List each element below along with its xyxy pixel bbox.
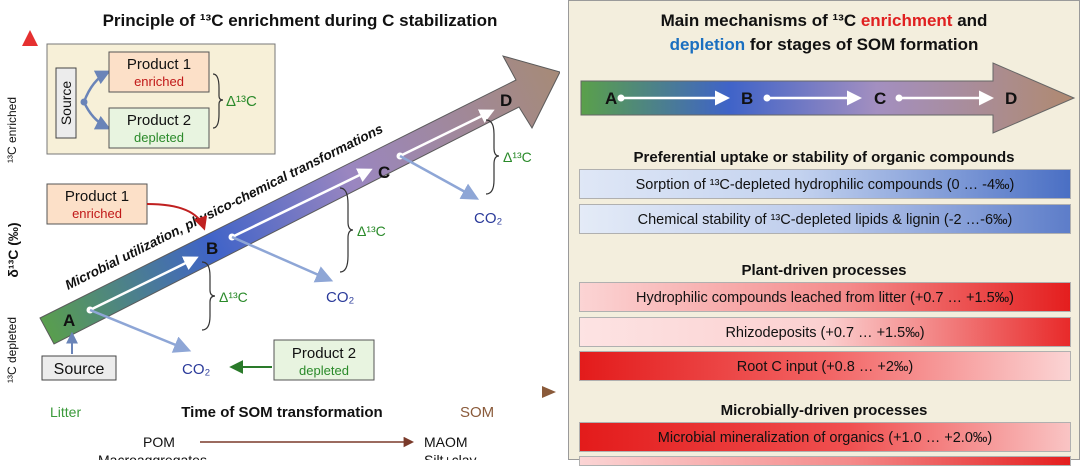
- stage-b-label: B: [206, 239, 218, 258]
- inset-arrow-up: [82, 70, 111, 103]
- y-axis-arrowhead: [22, 30, 38, 46]
- stages-arrow: A B C D: [580, 62, 1076, 134]
- section-heading-microbial: Microbially-driven processes: [720, 402, 928, 419]
- inset-source-label: Source: [58, 81, 74, 126]
- inset-product1-box: [108, 51, 210, 93]
- y-bottom-label: ¹³C depleted: [5, 317, 19, 383]
- inset-delta-label: Δ¹³C: [226, 93, 257, 110]
- co2-label-c: CO₂: [474, 210, 503, 227]
- mechanism-sorption: Sorption of ¹³C-depleted hydrophilic com…: [579, 169, 1071, 199]
- mechanism-cutoff-bar: [579, 456, 1071, 466]
- delta-label-c: Δ¹³C: [503, 149, 532, 165]
- left-title: Principle of ¹³C enrichment during C sta…: [103, 11, 498, 30]
- co2-arrow-b: [231, 235, 334, 283]
- stages-label-c: C: [874, 89, 886, 108]
- x-axis-arrowhead: [542, 386, 556, 398]
- brace-c: [485, 119, 500, 195]
- co2-arrow-a: [89, 308, 192, 353]
- section-heading-uptake: Preferential uptake or stability of orga…: [633, 149, 1015, 166]
- path-c-d: [399, 109, 495, 158]
- inset-product2-sub: depleted: [134, 130, 184, 145]
- path-a-b: [89, 256, 199, 312]
- pom-label: POM: [143, 434, 175, 450]
- inset-arrow-down: [82, 101, 111, 130]
- stages-dot-c: [895, 94, 903, 102]
- mechanism-microbial-mineralization: Microbial mineralization of organics (+1…: [579, 422, 1071, 452]
- title-part-stages: for stages of SOM formation: [745, 35, 979, 54]
- stages-label-a: A: [605, 89, 617, 108]
- co2-label-b: CO₂: [326, 289, 355, 306]
- x-left-label: Litter: [50, 404, 81, 420]
- title-part-main: Main mechanisms of ¹³C: [660, 11, 861, 30]
- section-heading-plant: Plant-driven processes: [741, 262, 907, 279]
- inset-product2-box: [108, 107, 210, 149]
- product1-sub: enriched: [72, 206, 122, 221]
- stage-d-label: D: [500, 91, 512, 110]
- source-label: Source: [54, 361, 105, 378]
- product1-arrow: [146, 203, 208, 231]
- stages-dot-b: [763, 94, 771, 102]
- mechanism-rhizodeposits: Rhizodeposits (+0.7 … +1.5‰): [579, 317, 1071, 347]
- source-box: [41, 355, 117, 381]
- stages-label-b: B: [741, 89, 753, 108]
- product1-box: [46, 183, 148, 225]
- co2-label-a: CO₂: [182, 361, 211, 378]
- y-axis-label: δ¹³C (‰): [5, 222, 21, 277]
- stages-dot-a: [617, 94, 625, 102]
- right-title-line1: Main mechanisms of ¹³C enrichment and: [569, 11, 1079, 31]
- product1-label: Product 1: [65, 188, 129, 205]
- product2-label: Product 2: [292, 345, 356, 362]
- product2-box: [273, 339, 375, 381]
- x-right-label: SOM: [460, 404, 494, 421]
- brace-a: [201, 261, 216, 331]
- stages-label-d: D: [1005, 89, 1017, 108]
- inset-brace: [212, 73, 224, 129]
- path-b-c: [231, 168, 373, 239]
- delta-label-b: Δ¹³C: [357, 223, 386, 239]
- left-panel: Principle of ¹³C enrichment during C sta…: [5, 11, 561, 466]
- maom-label: MAOM: [424, 434, 468, 450]
- title-enrichment-word: enrichment: [860, 11, 953, 30]
- stage-a-label: A: [63, 311, 75, 330]
- product2-sub: depleted: [299, 363, 349, 378]
- brace-b: [339, 187, 354, 273]
- y-top-label: ¹³C enriched: [5, 97, 19, 163]
- mechanism-chemical-stability: Chemical stability of ¹³C-depleted lipid…: [579, 204, 1071, 234]
- delta-label-a: Δ¹³C: [219, 289, 248, 305]
- mechanism-hydrophilic-leaching: Hydrophilic compounds leached from litte…: [579, 282, 1071, 312]
- x-axis-label: Time of SOM transformation: [181, 404, 382, 421]
- inset-product1-label: Product 1: [127, 56, 191, 73]
- silt-clay-label: Silt+clay: [424, 452, 477, 460]
- inset-product1-sub: enriched: [134, 74, 184, 89]
- mechanisms-panel: Main mechanisms of ¹³C enrichment and de…: [568, 0, 1080, 466]
- right-title-line2: depletion for stages of SOM formation: [569, 35, 1079, 55]
- stage-c-label: C: [378, 163, 390, 182]
- principle-diagram: Principle of ¹³C enrichment during C sta…: [5, 11, 561, 466]
- mechanism-root-input: Root C input (+0.8 … +2‰): [579, 351, 1071, 381]
- title-part-and: and: [952, 11, 988, 30]
- inset-product2-label: Product 2: [127, 112, 191, 129]
- title-depletion-word: depletion: [669, 35, 746, 54]
- macroaggregates-label: Macroaggregates: [98, 452, 207, 460]
- co2-arrow-c: [399, 154, 480, 200]
- inset-source-box: [55, 67, 77, 139]
